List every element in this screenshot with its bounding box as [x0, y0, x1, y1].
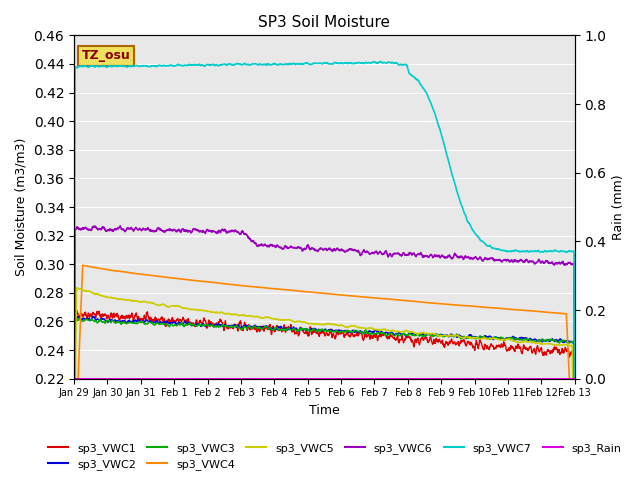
- Text: TZ_osu: TZ_osu: [81, 49, 131, 62]
- X-axis label: Time: Time: [309, 404, 340, 417]
- Legend: sp3_VWC1, sp3_VWC2, sp3_VWC3, sp3_VWC4, sp3_VWC5, sp3_VWC6, sp3_VWC7, sp3_Rain: sp3_VWC1, sp3_VWC2, sp3_VWC3, sp3_VWC4, …: [44, 438, 626, 474]
- Title: SP3 Soil Moisture: SP3 Soil Moisture: [259, 15, 390, 30]
- Y-axis label: Soil Moisture (m3/m3): Soil Moisture (m3/m3): [15, 138, 28, 276]
- Y-axis label: Rain (mm): Rain (mm): [612, 174, 625, 240]
